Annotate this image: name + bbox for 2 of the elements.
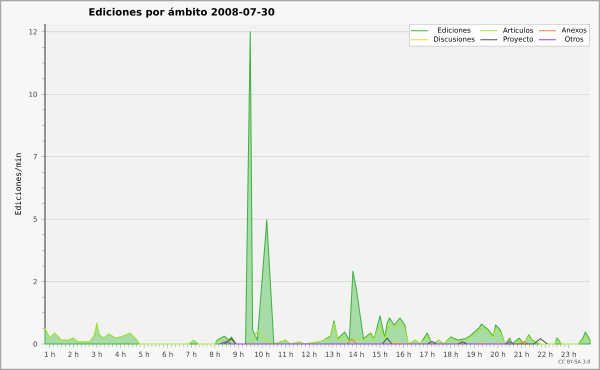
y-axis-title: Ediciones/min — [14, 153, 22, 215]
chart-title: Ediciones por ámbito 2008-07-30 — [89, 8, 274, 18]
